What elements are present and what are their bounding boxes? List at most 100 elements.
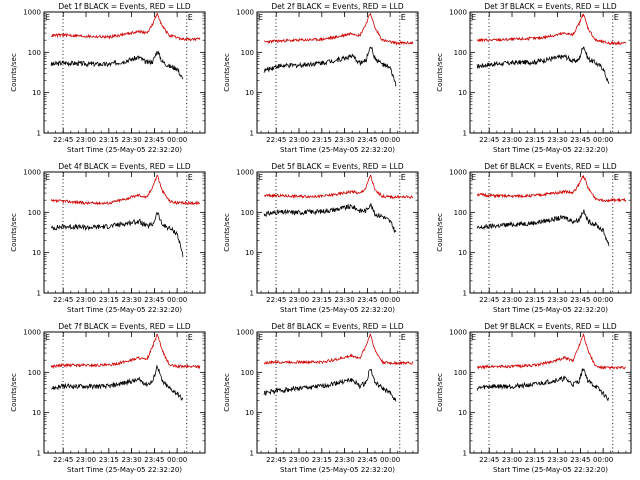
lld-series-line	[476, 175, 627, 203]
x-tick-label: 22:45	[53, 136, 73, 144]
x-tick-label: 23:00	[502, 456, 522, 464]
plot-frame	[469, 11, 632, 134]
x-tick-label: 23:30	[121, 296, 141, 304]
lld-series-line	[50, 175, 200, 206]
x-tick-label: 23:00	[289, 136, 309, 144]
corner-mark: E	[401, 13, 406, 22]
panel-title: Det 6f BLACK = Events, RED = LLD	[484, 162, 617, 171]
corner-mark: E	[45, 173, 50, 182]
y-tick-label: 100	[454, 49, 467, 57]
x-tick-label: 23:45	[357, 456, 377, 464]
x-tick-label: 00:00	[167, 136, 187, 144]
x-tick-label: 23:45	[144, 296, 164, 304]
y-tick-label: 1000	[236, 329, 254, 337]
x-axis-label: Start Time (25-May-05 22:32:20)	[493, 306, 608, 314]
y-tick-label: 100	[28, 49, 41, 57]
plot-frame	[256, 171, 419, 294]
corner-mark: E	[188, 173, 193, 182]
y-axis-label: Counts/sec	[10, 373, 18, 412]
panel-title: Det 7f BLACK = Events, RED = LLD	[58, 322, 191, 331]
y-tick-label: 1000	[449, 329, 467, 337]
y-tick-label: 1	[37, 290, 41, 298]
lld-series-line	[476, 333, 627, 371]
x-tick-label: 23:00	[502, 136, 522, 144]
x-tick-label: 00:00	[593, 456, 613, 464]
x-tick-label: 23:15	[312, 296, 332, 304]
y-tick-label: 1000	[23, 329, 41, 337]
y-tick-label: 1000	[449, 169, 467, 177]
y-tick-label: 1	[37, 450, 41, 458]
y-tick-label: 100	[454, 209, 467, 217]
lld-series-line	[50, 13, 201, 42]
x-tick-label: 23:45	[570, 136, 590, 144]
x-tick-label: 00:00	[167, 456, 187, 464]
corner-mark: E	[614, 333, 619, 342]
detector-panel-4: Det 4f BLACK = Events, RED = LLD 1 10 100 10…	[10, 162, 206, 314]
x-tick-label: 22:45	[479, 456, 499, 464]
y-tick-label: 1000	[23, 9, 41, 17]
y-tick-label: 1	[463, 450, 467, 458]
plot-frame	[256, 331, 419, 454]
x-axis-label: Start Time (25-May-05 22:32:20)	[280, 146, 395, 154]
y-tick-label: 1	[250, 450, 254, 458]
events-series-line	[476, 209, 610, 247]
x-tick-label: 23:30	[547, 296, 567, 304]
y-tick-label: 100	[28, 209, 41, 217]
y-tick-label: 1000	[449, 9, 467, 17]
x-axis-label: Start Time (25-May-05 22:32:20)	[67, 146, 182, 154]
x-tick-label: 23:15	[99, 136, 119, 144]
x-tick-label: 23:00	[76, 136, 96, 144]
panel-title: Det 4f BLACK = Events, RED = LLD	[58, 162, 191, 171]
y-axis-label: Counts/sec	[436, 213, 444, 252]
x-tick-label: 22:45	[266, 136, 286, 144]
x-tick-label: 00:00	[380, 456, 400, 464]
detector-panel-8: Det 8f BLACK = Events, RED = LLD 1 10 100 10…	[223, 322, 419, 474]
x-tick-label: 00:00	[380, 136, 400, 144]
y-tick-label: 10	[458, 249, 467, 257]
x-tick-label: 00:00	[167, 296, 187, 304]
corner-mark: E	[471, 333, 476, 342]
corner-mark: E	[45, 13, 50, 22]
panel-title: Det 9f BLACK = Events, RED = LLD	[484, 322, 617, 331]
x-tick-label: 23:15	[312, 136, 332, 144]
plot-frame	[43, 331, 206, 454]
events-series-line	[263, 202, 397, 234]
x-tick-label: 23:15	[312, 456, 332, 464]
x-axis-label: Start Time (25-May-05 22:32:20)	[493, 146, 608, 154]
x-tick-label: 23:15	[99, 296, 119, 304]
x-tick-label: 00:00	[593, 136, 613, 144]
corner-mark: E	[188, 333, 193, 342]
y-axis-label: Counts/sec	[436, 53, 444, 92]
lld-series-line	[263, 333, 414, 366]
corner-mark: E	[188, 13, 193, 22]
x-tick-label: 23:15	[525, 456, 545, 464]
detector-panel-7: Det 7f BLACK = Events, RED = LLD 1 10 100 10…	[10, 322, 206, 474]
events-series-line	[50, 364, 184, 401]
y-tick-label: 1	[463, 290, 467, 298]
corner-mark: E	[471, 13, 476, 22]
corner-mark: E	[471, 173, 476, 182]
lld-series-line	[263, 12, 414, 46]
x-tick-label: 23:30	[547, 136, 567, 144]
detector-panel-5: Det 5f BLACK = Events, RED = LLD 1 10 100 10…	[223, 162, 419, 314]
corner-mark: E	[614, 13, 619, 22]
detector-panel-3: Det 3f BLACK = Events, RED = LLD 1 10 100 10…	[436, 2, 632, 154]
y-tick-label: 1	[250, 290, 254, 298]
x-tick-label: 00:00	[380, 296, 400, 304]
x-tick-label: 23:45	[570, 456, 590, 464]
y-axis-label: Counts/sec	[223, 373, 231, 412]
x-tick-label: 23:15	[99, 456, 119, 464]
x-tick-label: 23:45	[570, 296, 590, 304]
corner-mark: E	[45, 333, 50, 342]
x-tick-label: 23:45	[144, 136, 164, 144]
detector-panel-2: Det 2f BLACK = Events, RED = LLD 1 10 100 10…	[223, 2, 419, 154]
panel-title: Det 8f BLACK = Events, RED = LLD	[271, 322, 404, 331]
panel-title: Det 5f BLACK = Events, RED = LLD	[271, 162, 404, 171]
events-series-line	[476, 46, 610, 85]
plot-frame	[43, 11, 206, 134]
lld-series-line	[476, 13, 627, 46]
detector-panel-6: Det 6f BLACK = Events, RED = LLD 1 10 100 10…	[436, 162, 632, 314]
events-series-line	[50, 50, 184, 80]
y-tick-label: 100	[28, 369, 41, 377]
